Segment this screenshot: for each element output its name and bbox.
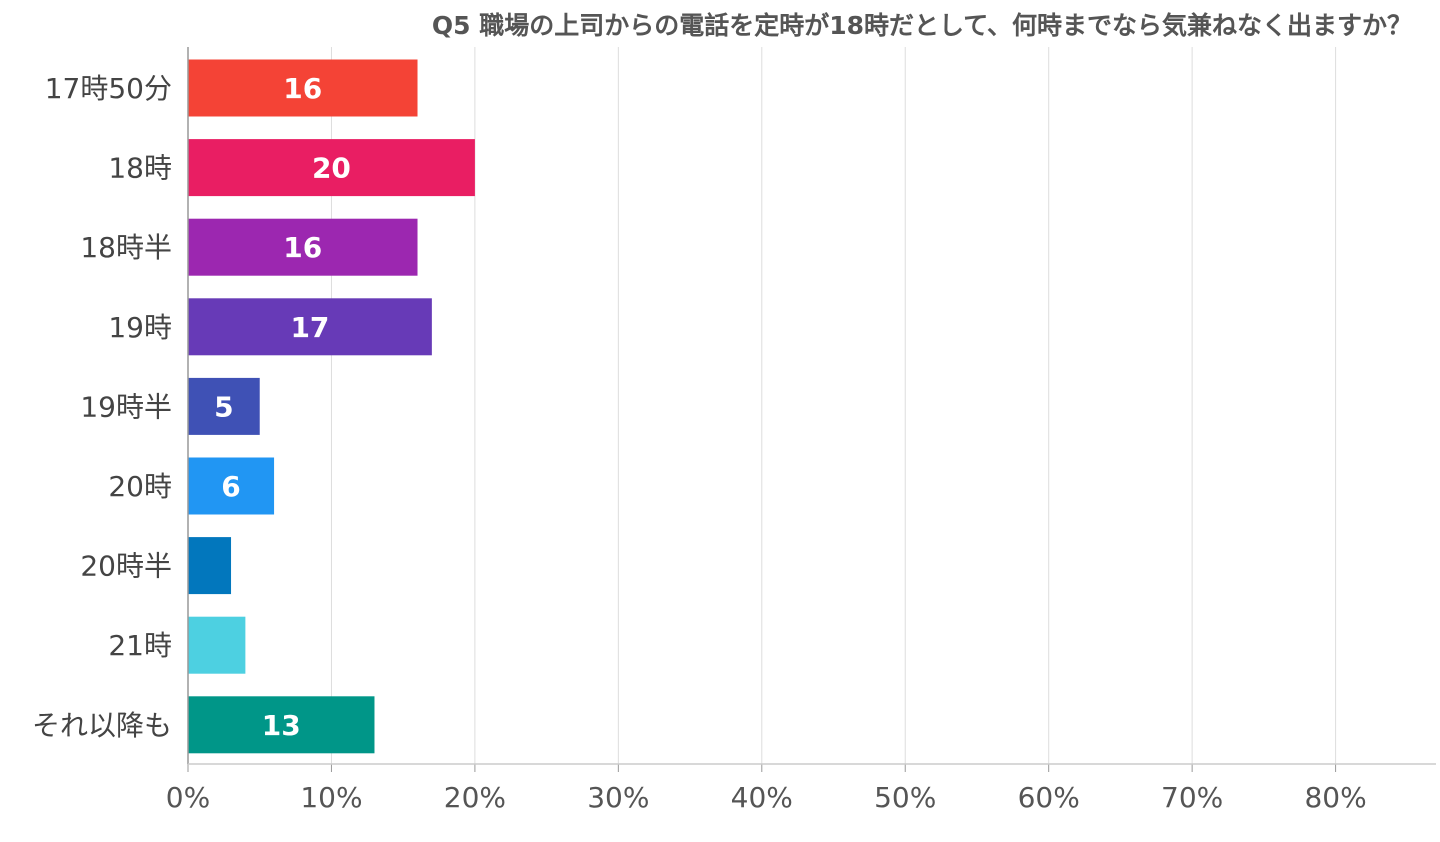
x-tick-label: 30% xyxy=(587,781,649,814)
bar-value-label: 20 xyxy=(312,152,351,185)
bar-value-label: 16 xyxy=(283,72,322,105)
bar xyxy=(188,59,418,117)
labels: 0% 10% 20% 30% 40% 50% 60% 70% 80% 17時50分 16 18時 20 1… xyxy=(32,72,1367,814)
bar xyxy=(188,298,432,356)
bar xyxy=(188,139,475,197)
gridlines xyxy=(330,47,1337,764)
bar xyxy=(188,537,232,595)
bar-value-label: 16 xyxy=(283,231,322,264)
axes xyxy=(187,47,1436,772)
bar-value-label: 5 xyxy=(214,390,233,423)
bar xyxy=(188,377,260,435)
category-label: 19時半 xyxy=(80,390,172,423)
bar xyxy=(188,696,375,754)
bar-value-label: 17 xyxy=(290,311,329,344)
x-tick-label: 70% xyxy=(1161,781,1223,814)
bar xyxy=(188,616,246,674)
bar-value-label: 13 xyxy=(262,709,301,742)
x-tick-label: 20% xyxy=(444,781,506,814)
x-tick-label: 60% xyxy=(1018,781,1080,814)
category-label: それ以降も xyxy=(32,709,172,742)
category-label: 19時 xyxy=(108,311,172,344)
x-tick-label: 40% xyxy=(731,781,793,814)
bar-value-label: 6 xyxy=(221,470,240,503)
bar xyxy=(188,218,418,276)
category-label: 20時半 xyxy=(80,550,172,583)
category-label: 17時50分 xyxy=(45,72,172,105)
x-tick-label: 0% xyxy=(166,781,210,814)
x-tick-label: 50% xyxy=(874,781,936,814)
bars xyxy=(188,59,475,754)
bar xyxy=(188,457,275,515)
category-label: 20時 xyxy=(108,470,172,503)
category-label: 21時 xyxy=(108,629,172,662)
category-label: 18時半 xyxy=(80,231,172,264)
x-tick-label: 10% xyxy=(300,781,362,814)
x-tick-label: 80% xyxy=(1304,781,1366,814)
chart-title: Q5 職場の上司からの電話を定時が18時だとして、何時までなら気兼ねなく出ますか… xyxy=(431,11,1412,40)
category-label: 18時 xyxy=(108,152,172,185)
